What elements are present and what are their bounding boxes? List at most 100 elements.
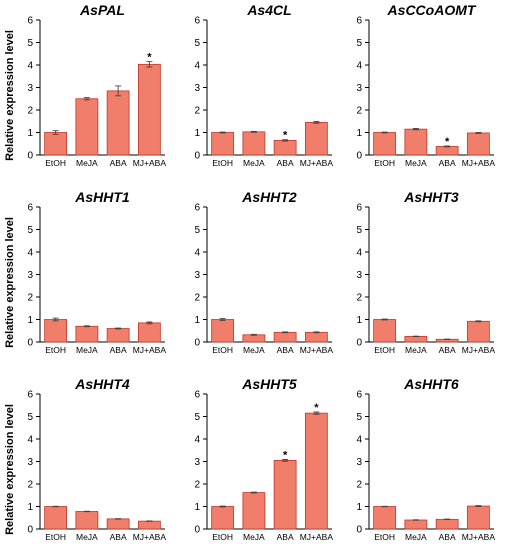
- category-label: ABA: [110, 158, 127, 168]
- category-label: MJ+ABA: [300, 345, 334, 355]
- y-tick-label: 2: [194, 106, 200, 117]
- y-tick-label: 4: [194, 61, 200, 72]
- y-tick-label: 2: [27, 293, 33, 304]
- chart-panel-1: AsPAL 0 1 2 3 4 5 6 Relative expression level EtO…: [4, 2, 166, 168]
- y-tick-label: 3: [356, 457, 362, 468]
- y-tick-label: 6: [356, 390, 362, 401]
- bar: [106, 90, 130, 156]
- chart-title: AsPAL: [79, 2, 125, 18]
- category-label: ABA: [439, 345, 456, 355]
- y-tick-label: 5: [194, 412, 200, 423]
- chart-title: AsHHT6: [403, 376, 459, 392]
- y-tick-label: 1: [356, 502, 362, 513]
- bar: [75, 511, 99, 530]
- bar: [273, 331, 297, 343]
- category-label: MJ+ABA: [462, 532, 496, 542]
- y-tick-label: 2: [27, 480, 33, 491]
- y-tick-label: 6: [356, 16, 362, 27]
- y-tick-label: 0: [356, 151, 362, 162]
- y-tick-label: 1: [27, 315, 33, 326]
- y-tick-label: 4: [356, 435, 362, 446]
- bar: [242, 131, 266, 156]
- y-tick-label: 5: [356, 38, 362, 49]
- category-label: EtOH: [212, 532, 233, 542]
- bar: [44, 132, 68, 156]
- category-label: EtOH: [374, 345, 395, 355]
- y-tick-label: 1: [194, 502, 200, 513]
- category-label: EtOH: [45, 345, 66, 355]
- significance-mark: *: [445, 136, 450, 148]
- y-tick-label: 2: [27, 106, 33, 117]
- category-label: ABA: [439, 158, 456, 168]
- y-axis-label: Relative expression level: [4, 30, 16, 161]
- bar: [106, 518, 130, 530]
- bar: [242, 492, 266, 530]
- bar: [466, 505, 490, 530]
- bar: [304, 121, 328, 156]
- category-label: MJ+ABA: [462, 345, 496, 355]
- bar: [404, 519, 428, 530]
- chart-title: AsHHT2: [241, 189, 297, 205]
- bar: [137, 520, 161, 530]
- category-label: MeJA: [405, 532, 427, 542]
- bar: [373, 132, 397, 156]
- y-tick-label: 6: [27, 390, 33, 401]
- y-tick-label: 2: [356, 293, 362, 304]
- y-axis-label: Relative expression level: [4, 217, 16, 348]
- category-label: EtOH: [45, 158, 66, 168]
- chart-panel-6: AsHHT3 0 1 2 3 4 5 6 EtOH MeJA ABA MJ+ABA: [356, 189, 495, 355]
- y-tick-label: 5: [27, 412, 33, 423]
- category-label: MJ+ABA: [300, 158, 334, 168]
- y-tick-label: 4: [194, 248, 200, 259]
- y-tick-label: 5: [194, 38, 200, 49]
- category-label: EtOH: [45, 532, 66, 542]
- bar: [373, 506, 397, 530]
- bar: [242, 334, 266, 343]
- y-tick-label: 3: [27, 83, 33, 94]
- y-tick-label: 6: [194, 390, 200, 401]
- y-tick-label: 4: [27, 248, 33, 259]
- category-label: EtOH: [212, 158, 233, 168]
- chart-panel-3: AsCCoAOMT 0 1 2 3 4 5 6 EtOH MeJA * ABA MJ+ABA: [356, 2, 495, 168]
- bar: [273, 459, 297, 530]
- y-tick-label: 1: [27, 128, 33, 139]
- category-label: ABA: [277, 158, 294, 168]
- significance-mark: *: [283, 130, 288, 142]
- category-label: MJ+ABA: [133, 532, 167, 542]
- y-tick-label: 6: [27, 203, 33, 214]
- y-tick-label: 4: [27, 61, 33, 72]
- bar: [466, 132, 490, 156]
- category-label: MJ+ABA: [300, 532, 334, 542]
- y-tick-label: 0: [194, 151, 200, 162]
- bar: [75, 98, 99, 156]
- bar: [304, 412, 328, 530]
- y-tick-label: 4: [27, 435, 33, 446]
- y-tick-label: 0: [194, 525, 200, 536]
- bar: [435, 518, 459, 530]
- y-tick-label: 6: [194, 16, 200, 27]
- y-tick-label: 1: [27, 502, 33, 513]
- category-label: MeJA: [243, 345, 265, 355]
- y-tick-label: 5: [356, 412, 362, 423]
- chart-title: AsHHT3: [403, 189, 459, 205]
- y-tick-label: 6: [356, 203, 362, 214]
- y-tick-label: 1: [194, 315, 200, 326]
- chart-panel-5: AsHHT2 0 1 2 3 4 5 6 EtOH MeJA ABA MJ+ABA: [194, 189, 333, 355]
- category-label: ABA: [439, 532, 456, 542]
- bar: [211, 132, 235, 156]
- y-tick-label: 0: [356, 338, 362, 349]
- y-tick-label: 0: [356, 525, 362, 536]
- y-tick-label: 2: [356, 480, 362, 491]
- chart-panel-8: AsHHT5 0 1 2 3 4 5 6 EtOH MeJA * ABA * MJ+ABA: [194, 376, 333, 542]
- category-label: EtOH: [212, 345, 233, 355]
- category-label: MeJA: [405, 345, 427, 355]
- bar: [466, 320, 490, 343]
- y-tick-label: 0: [27, 338, 33, 349]
- bar: [373, 319, 397, 343]
- y-tick-label: 1: [194, 128, 200, 139]
- category-label: ABA: [277, 532, 294, 542]
- chart-title: As4CL: [246, 2, 291, 18]
- category-label: EtOH: [374, 158, 395, 168]
- y-tick-label: 5: [356, 225, 362, 236]
- y-axis-label: Relative expression level: [4, 404, 16, 535]
